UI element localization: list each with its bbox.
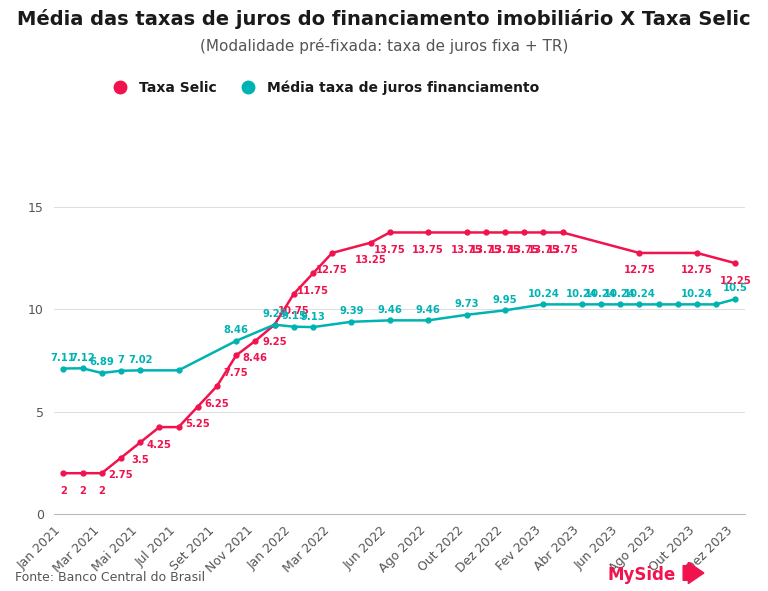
Text: 10.24: 10.24 <box>585 289 617 299</box>
Text: 13.75: 13.75 <box>508 245 540 255</box>
Text: 7: 7 <box>118 355 124 365</box>
Text: 9.15: 9.15 <box>281 311 306 321</box>
Text: 2: 2 <box>79 486 86 496</box>
Text: 7.75: 7.75 <box>223 368 249 378</box>
Text: Fonte: Banco Central do Brasil: Fonte: Banco Central do Brasil <box>15 571 206 584</box>
Text: 13.25: 13.25 <box>355 255 386 265</box>
FancyArrow shape <box>684 563 704 584</box>
Text: 10.24: 10.24 <box>624 289 655 299</box>
Text: 13.75: 13.75 <box>374 245 406 255</box>
Text: 9.46: 9.46 <box>377 305 402 315</box>
Text: 10.24: 10.24 <box>681 289 713 299</box>
Text: 11.75: 11.75 <box>297 286 329 296</box>
Text: 13.75: 13.75 <box>489 245 521 255</box>
Text: 10.24: 10.24 <box>566 289 598 299</box>
Text: 4.25: 4.25 <box>147 440 172 450</box>
Text: 5.25: 5.25 <box>185 419 210 429</box>
Text: 3.5: 3.5 <box>131 455 149 465</box>
Text: 2: 2 <box>98 486 105 496</box>
Text: 10.75: 10.75 <box>278 306 310 316</box>
Text: 12.75: 12.75 <box>624 265 655 275</box>
Text: 10.24: 10.24 <box>528 289 559 299</box>
Text: 9.39: 9.39 <box>339 306 363 316</box>
Legend: Taxa Selic, Média taxa de juros financiamento: Taxa Selic, Média taxa de juros financia… <box>101 75 545 100</box>
Text: 10.24: 10.24 <box>604 289 636 299</box>
Text: 2: 2 <box>60 486 67 496</box>
Text: 6.25: 6.25 <box>204 398 230 408</box>
Text: 7.11: 7.11 <box>51 353 76 363</box>
Text: 9.46: 9.46 <box>415 305 441 315</box>
Text: 12.75: 12.75 <box>316 265 348 275</box>
Text: 13.75: 13.75 <box>470 245 502 255</box>
Text: 6.89: 6.89 <box>89 358 114 368</box>
Text: 9.25: 9.25 <box>262 337 287 347</box>
Text: 13.75: 13.75 <box>412 245 444 255</box>
Text: MySide: MySide <box>607 566 676 584</box>
Text: 8.46: 8.46 <box>223 325 249 335</box>
Text: 12.75: 12.75 <box>681 265 713 275</box>
Text: 9.73: 9.73 <box>455 299 478 309</box>
Text: 13.75: 13.75 <box>528 245 559 255</box>
Text: Média das taxas de juros do financiamento imobiliário X Taxa Selic: Média das taxas de juros do financiament… <box>17 9 751 29</box>
Text: 9.95: 9.95 <box>492 295 518 305</box>
Text: (Modalidade pré-fixada: taxa de juros fixa + TR): (Modalidade pré-fixada: taxa de juros fi… <box>200 38 568 54</box>
Text: 12.25: 12.25 <box>720 275 751 285</box>
Text: 13.75: 13.75 <box>451 245 482 255</box>
Text: 13.75: 13.75 <box>547 245 578 255</box>
Text: 2.75: 2.75 <box>108 470 134 480</box>
Text: 7.02: 7.02 <box>128 355 152 365</box>
Text: 8.46: 8.46 <box>243 353 268 363</box>
Text: 9.25: 9.25 <box>262 309 287 319</box>
Text: 9.13: 9.13 <box>300 311 326 322</box>
Text: 7.12: 7.12 <box>70 353 95 363</box>
Text: 10.5: 10.5 <box>723 284 748 294</box>
